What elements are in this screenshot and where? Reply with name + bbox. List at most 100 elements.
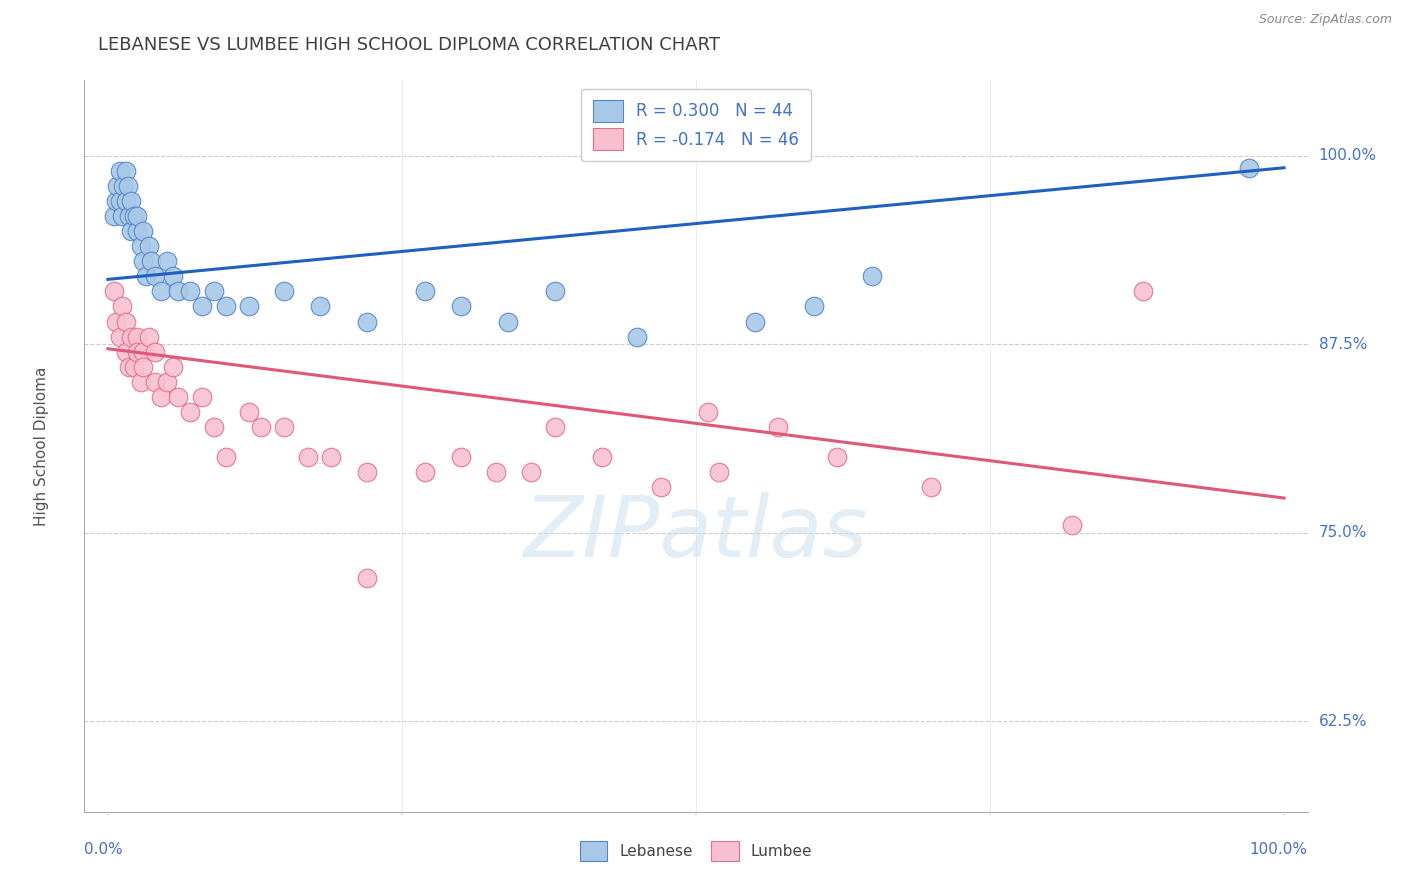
Point xyxy=(162,359,184,374)
Point xyxy=(591,450,613,465)
Point xyxy=(238,405,260,419)
Text: 62.5%: 62.5% xyxy=(1319,714,1367,729)
Point xyxy=(356,315,378,329)
Point xyxy=(191,390,214,404)
Point xyxy=(127,209,149,223)
Point xyxy=(450,450,472,465)
Point xyxy=(214,450,236,465)
Text: High School Diploma: High School Diploma xyxy=(34,367,49,525)
Point xyxy=(122,359,145,374)
Point xyxy=(149,285,172,299)
Point xyxy=(1062,518,1084,533)
Point xyxy=(114,194,136,208)
Point xyxy=(450,300,472,314)
Point xyxy=(127,224,149,238)
Point xyxy=(650,480,672,494)
Point xyxy=(129,375,152,389)
Point xyxy=(356,466,378,480)
Point xyxy=(1132,285,1154,299)
Point xyxy=(156,254,179,268)
Point xyxy=(143,344,166,359)
Point xyxy=(202,285,225,299)
Text: Source: ZipAtlas.com: Source: ZipAtlas.com xyxy=(1258,13,1392,27)
Point xyxy=(920,480,942,494)
Text: 87.5%: 87.5% xyxy=(1319,336,1367,351)
Point xyxy=(167,285,190,299)
Point xyxy=(179,285,201,299)
Point xyxy=(143,375,166,389)
Point xyxy=(308,300,330,314)
Point xyxy=(626,329,648,343)
Text: ZIPatlas: ZIPatlas xyxy=(524,492,868,575)
Point xyxy=(496,315,519,329)
Point xyxy=(249,420,271,434)
Point xyxy=(132,359,155,374)
Point xyxy=(138,239,160,253)
Point xyxy=(415,466,437,480)
Point xyxy=(825,450,848,465)
Point xyxy=(179,405,201,419)
Point xyxy=(167,390,190,404)
Point xyxy=(191,300,214,314)
Text: 0.0%: 0.0% xyxy=(84,842,124,857)
Point xyxy=(108,163,131,178)
Point xyxy=(485,466,508,480)
Point xyxy=(143,269,166,284)
Point xyxy=(129,239,152,253)
Point xyxy=(112,178,135,193)
Point xyxy=(111,209,134,223)
Point xyxy=(356,571,378,585)
Text: 75.0%: 75.0% xyxy=(1319,525,1367,541)
Point xyxy=(127,329,149,343)
Point xyxy=(118,209,141,223)
Point xyxy=(202,420,225,434)
Point xyxy=(520,466,543,480)
Point xyxy=(105,315,128,329)
Legend: Lebanese, Lumbee: Lebanese, Lumbee xyxy=(571,832,821,870)
Point xyxy=(238,300,260,314)
Point xyxy=(138,329,160,343)
Text: 100.0%: 100.0% xyxy=(1250,842,1308,857)
Point xyxy=(149,390,172,404)
Point xyxy=(544,420,567,434)
Point xyxy=(103,285,125,299)
Point xyxy=(127,344,149,359)
Point xyxy=(120,224,142,238)
Point xyxy=(120,329,142,343)
Point xyxy=(273,420,295,434)
Point xyxy=(114,315,136,329)
Point xyxy=(114,163,136,178)
Point xyxy=(108,329,131,343)
Point xyxy=(103,209,125,223)
Point xyxy=(105,178,128,193)
Text: 100.0%: 100.0% xyxy=(1319,148,1376,163)
Point xyxy=(297,450,319,465)
Point xyxy=(120,194,142,208)
Point xyxy=(273,285,295,299)
Point xyxy=(1237,161,1260,175)
Text: LEBANESE VS LUMBEE HIGH SCHOOL DIPLOMA CORRELATION CHART: LEBANESE VS LUMBEE HIGH SCHOOL DIPLOMA C… xyxy=(98,36,720,54)
Point xyxy=(118,359,141,374)
Point xyxy=(132,224,155,238)
Point xyxy=(108,194,131,208)
Point xyxy=(744,315,766,329)
Point xyxy=(135,269,157,284)
Point xyxy=(156,375,179,389)
Point xyxy=(415,285,437,299)
Point xyxy=(768,420,790,434)
Point xyxy=(860,269,883,284)
Point xyxy=(122,209,145,223)
Point xyxy=(709,466,731,480)
Point xyxy=(321,450,343,465)
Point xyxy=(132,254,155,268)
Point xyxy=(162,269,184,284)
Point xyxy=(803,300,825,314)
Point xyxy=(114,344,136,359)
Point xyxy=(141,254,163,268)
Point xyxy=(132,344,155,359)
Point xyxy=(696,405,718,419)
Point xyxy=(214,300,236,314)
Point xyxy=(111,300,134,314)
Point xyxy=(117,178,139,193)
Point xyxy=(544,285,567,299)
